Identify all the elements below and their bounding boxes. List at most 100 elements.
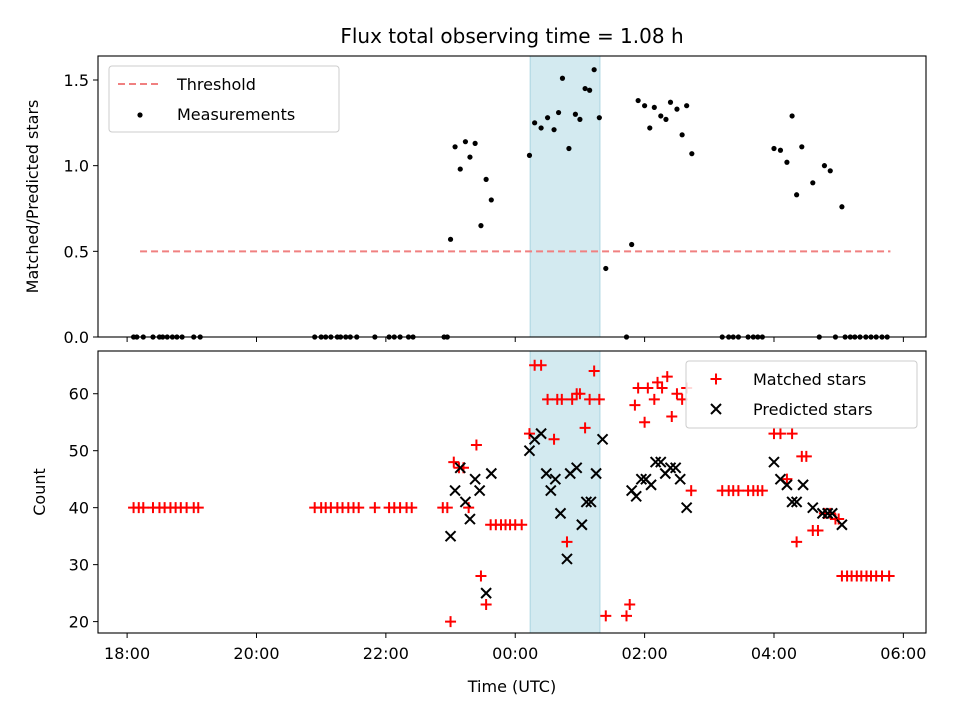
matched-star-point: [561, 536, 573, 548]
predicted-star-point: [826, 507, 838, 520]
measurement-point: [551, 127, 557, 133]
measurement-point: [483, 176, 489, 182]
matched-star-point: [774, 428, 786, 440]
matched-star-point: [732, 485, 744, 497]
measurement-point: [488, 197, 494, 203]
x-tick-label: 18:00: [104, 644, 150, 663]
measurement-point: [538, 125, 544, 131]
matched-star-point: [600, 610, 612, 622]
predicted-star-point: [540, 467, 552, 480]
measurement-point: [689, 151, 695, 157]
predicted-star-point: [454, 462, 466, 474]
measurement-point: [532, 120, 538, 126]
matched-star-point: [661, 371, 673, 383]
predicted-star-point: [836, 519, 848, 531]
matched-star-point: [406, 502, 418, 514]
matched-star-point: [639, 416, 651, 428]
legend-box: [108, 65, 340, 133]
measurement-point: [635, 97, 641, 104]
observing-span: [529, 350, 601, 634]
matched-star-point: [656, 382, 668, 394]
matched-star-point: [574, 388, 586, 400]
matched-star-point: [593, 393, 605, 405]
matched-star-point: [756, 485, 768, 497]
matched-star-point: [369, 502, 381, 514]
matched-star-point: [648, 393, 660, 405]
legend-threshold-label: Threshold: [176, 75, 256, 94]
x-tick-label: 04:00: [751, 644, 797, 663]
measurement-point: [684, 103, 690, 109]
matched-star-point: [652, 376, 664, 388]
matched-star-point: [192, 502, 204, 514]
predicted-star-point: [469, 473, 481, 485]
legend-measurement-label: Measurements: [177, 105, 295, 124]
measurement-point: [794, 192, 800, 198]
legend-matched-swatch: [710, 373, 722, 385]
legend-matched-label: Matched stars: [753, 370, 866, 389]
plot-frame: [97, 350, 927, 634]
predicted-star-point: [645, 479, 657, 491]
predicted-star-point: [635, 473, 648, 485]
predicted-star-point: [816, 507, 829, 520]
y-axis-label: Matched/Predicted stars: [23, 100, 42, 294]
measurement-point: [603, 265, 609, 272]
measurement-point: [587, 87, 593, 93]
measurement-point: [596, 115, 602, 121]
y-tick-label: 60: [69, 385, 89, 404]
measurement-point: [559, 75, 566, 81]
x-tick-label: 00:00: [492, 644, 538, 663]
predicted-star-point: [786, 496, 798, 508]
matched-star-point: [883, 570, 895, 582]
y-axis-label: Count: [30, 468, 49, 516]
predicted-star-point: [523, 444, 536, 457]
predicted-star-point: [549, 473, 562, 485]
y-tick-label: 40: [69, 499, 89, 518]
matched-star-point: [535, 359, 547, 371]
x-tick-label: 06:00: [880, 644, 926, 663]
predicted-star-point: [655, 456, 667, 468]
measurement-point: [452, 144, 458, 150]
predicted-star-point: [674, 473, 686, 485]
predicted-star-point: [630, 490, 642, 502]
y-tick-label: 20: [69, 613, 89, 632]
y-tick-label: 0.5: [64, 242, 89, 261]
y-tick-label: 30: [69, 556, 89, 575]
measurement-point: [629, 241, 635, 248]
y-tick-label: 50: [69, 442, 89, 461]
predicted-star-point: [585, 496, 597, 508]
predicted-star-point: [807, 501, 819, 514]
measurement-point: [667, 99, 674, 105]
predicted-star-point: [781, 479, 793, 491]
measurement-point: [462, 139, 469, 145]
measurement-point: [526, 152, 533, 158]
matched-star-point: [666, 411, 678, 423]
legend-predicted-label: Predicted stars: [753, 400, 873, 419]
measurement-point: [771, 145, 777, 152]
predicted-star-point: [649, 456, 662, 468]
measurement-point: [651, 104, 657, 111]
legend-box: [685, 360, 918, 429]
measurement-point: [827, 168, 833, 174]
matched-star-point: [671, 388, 683, 400]
measurement-point: [472, 140, 478, 146]
measurement-point: [467, 154, 473, 160]
measurement-point: [572, 111, 578, 117]
measurement-point: [799, 144, 805, 150]
matched-star-point: [685, 485, 697, 497]
measurement-point: [642, 103, 648, 109]
measurement-point: [544, 115, 551, 121]
legend-predicted-swatch: [710, 403, 722, 415]
x-tick-label: 20:00: [233, 644, 279, 663]
measurement-point: [555, 109, 562, 116]
predicted-star-point: [444, 530, 457, 542]
matched-star-point: [620, 610, 632, 622]
ratio-panel: 0.0 0.5 1.0 1.5 Matched/Predicted stars Flux …: [23, 24, 927, 347]
measurement-point: [457, 166, 463, 172]
plot-frame: [97, 55, 927, 338]
predicted-star-point: [580, 496, 593, 508]
matched-star-point: [548, 433, 560, 445]
predicted-star-point: [449, 484, 461, 497]
measurement-point: [777, 147, 784, 153]
predicted-star-point: [680, 501, 693, 514]
